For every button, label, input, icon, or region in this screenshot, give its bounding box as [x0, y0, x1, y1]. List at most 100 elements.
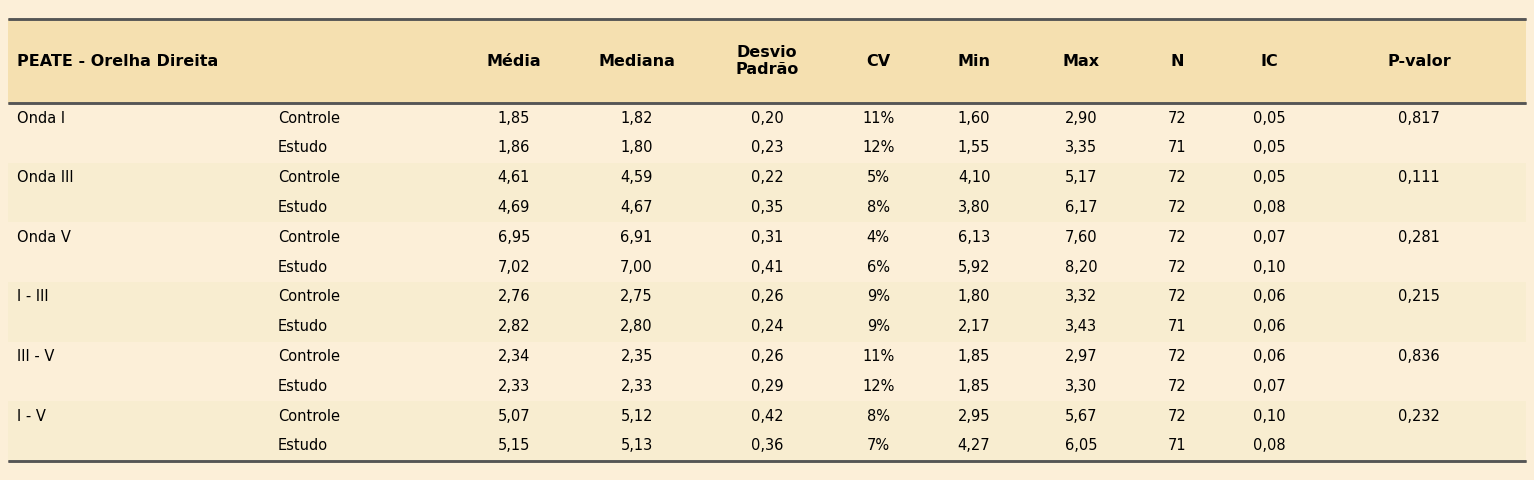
- Text: Controle: Controle: [278, 408, 339, 423]
- Text: 6,13: 6,13: [957, 230, 991, 245]
- Text: 4,61: 4,61: [497, 170, 531, 185]
- Text: 0,817: 0,817: [1397, 110, 1440, 126]
- Text: 5,13: 5,13: [620, 438, 653, 454]
- Text: 5,92: 5,92: [957, 260, 991, 275]
- Text: 1,55: 1,55: [957, 140, 991, 156]
- Text: 11%: 11%: [862, 349, 894, 364]
- Text: 12%: 12%: [862, 140, 894, 156]
- Text: 72: 72: [1167, 170, 1187, 185]
- Text: 0,42: 0,42: [750, 408, 784, 423]
- Text: 72: 72: [1167, 260, 1187, 275]
- Text: 0,05: 0,05: [1253, 110, 1285, 126]
- Text: 5%: 5%: [867, 170, 890, 185]
- Text: 8%: 8%: [867, 408, 890, 423]
- Text: 0,836: 0,836: [1397, 349, 1440, 364]
- Text: 0,111: 0,111: [1397, 170, 1440, 185]
- Text: 0,20: 0,20: [750, 110, 784, 126]
- Text: I - V: I - V: [17, 408, 46, 423]
- Text: 72: 72: [1167, 230, 1187, 245]
- Text: 7%: 7%: [867, 438, 890, 454]
- Text: 0,24: 0,24: [750, 319, 784, 334]
- Text: 5,17: 5,17: [1065, 170, 1098, 185]
- Text: Estudo: Estudo: [278, 319, 328, 334]
- Text: Estudo: Estudo: [278, 260, 328, 275]
- Text: 71: 71: [1167, 319, 1187, 334]
- Bar: [8, 401, 1526, 431]
- Text: 0,41: 0,41: [750, 260, 784, 275]
- Text: Max: Max: [1063, 54, 1100, 69]
- Text: 1,82: 1,82: [620, 110, 653, 126]
- Text: 3,30: 3,30: [1065, 379, 1098, 394]
- Text: 5,12: 5,12: [620, 408, 653, 423]
- Text: 2,82: 2,82: [497, 319, 531, 334]
- Text: 0,07: 0,07: [1253, 230, 1285, 245]
- Text: 72: 72: [1167, 379, 1187, 394]
- Text: 71: 71: [1167, 438, 1187, 454]
- Text: Estudo: Estudo: [278, 140, 328, 156]
- Text: 8%: 8%: [867, 200, 890, 215]
- Text: 7,60: 7,60: [1065, 230, 1098, 245]
- Text: 6,91: 6,91: [620, 230, 653, 245]
- Text: 0,10: 0,10: [1253, 260, 1285, 275]
- Text: 0,06: 0,06: [1253, 319, 1285, 334]
- Text: 0,06: 0,06: [1253, 289, 1285, 304]
- Text: 2,33: 2,33: [620, 379, 653, 394]
- Text: 0,10: 0,10: [1253, 408, 1285, 423]
- Text: 1,85: 1,85: [957, 349, 991, 364]
- Text: P-valor: P-valor: [1387, 54, 1451, 69]
- Text: 0,22: 0,22: [750, 170, 784, 185]
- Bar: [8, 192, 1526, 222]
- Bar: [8, 163, 1526, 192]
- Text: 6,17: 6,17: [1065, 200, 1098, 215]
- Text: 9%: 9%: [867, 289, 890, 304]
- Text: 1,85: 1,85: [957, 379, 991, 394]
- Text: 6,95: 6,95: [497, 230, 531, 245]
- Bar: [8, 222, 1526, 252]
- Text: 0,07: 0,07: [1253, 379, 1285, 394]
- Text: Controle: Controle: [278, 349, 339, 364]
- Text: 0,08: 0,08: [1253, 200, 1285, 215]
- Bar: [8, 282, 1526, 312]
- Text: Onda I: Onda I: [17, 110, 64, 126]
- Text: N: N: [1170, 54, 1184, 69]
- Text: 8,20: 8,20: [1065, 260, 1098, 275]
- Text: 3,32: 3,32: [1065, 289, 1098, 304]
- Text: 0,281: 0,281: [1397, 230, 1440, 245]
- Text: 1,86: 1,86: [497, 140, 531, 156]
- Text: 4,59: 4,59: [620, 170, 653, 185]
- Text: 4,67: 4,67: [620, 200, 653, 215]
- Text: 9%: 9%: [867, 319, 890, 334]
- Text: 6,05: 6,05: [1065, 438, 1098, 454]
- Text: Min: Min: [957, 54, 991, 69]
- Text: 0,26: 0,26: [750, 289, 784, 304]
- Bar: [8, 252, 1526, 282]
- Bar: [8, 431, 1526, 461]
- Bar: [8, 342, 1526, 372]
- Text: 5,15: 5,15: [497, 438, 531, 454]
- Text: 4,10: 4,10: [957, 170, 991, 185]
- Text: 0,31: 0,31: [750, 230, 784, 245]
- Text: I - III: I - III: [17, 289, 49, 304]
- Text: 2,97: 2,97: [1065, 349, 1098, 364]
- Text: 0,26: 0,26: [750, 349, 784, 364]
- Text: 3,43: 3,43: [1066, 319, 1097, 334]
- Bar: [8, 372, 1526, 401]
- Text: 7,00: 7,00: [620, 260, 653, 275]
- Text: 1,80: 1,80: [620, 140, 653, 156]
- Text: Estudo: Estudo: [278, 379, 328, 394]
- Text: 2,76: 2,76: [497, 289, 531, 304]
- Text: 1,85: 1,85: [497, 110, 531, 126]
- Text: 5,07: 5,07: [497, 408, 531, 423]
- Bar: [8, 312, 1526, 342]
- Text: 12%: 12%: [862, 379, 894, 394]
- Text: 4,27: 4,27: [957, 438, 991, 454]
- Text: 2,17: 2,17: [957, 319, 991, 334]
- Text: Média: Média: [486, 54, 542, 69]
- Text: CV: CV: [867, 54, 890, 69]
- Text: 71: 71: [1167, 140, 1187, 156]
- Text: 2,75: 2,75: [620, 289, 653, 304]
- Text: Controle: Controle: [278, 110, 339, 126]
- Text: Controle: Controle: [278, 170, 339, 185]
- Text: 2,33: 2,33: [497, 379, 531, 394]
- Text: 2,34: 2,34: [497, 349, 531, 364]
